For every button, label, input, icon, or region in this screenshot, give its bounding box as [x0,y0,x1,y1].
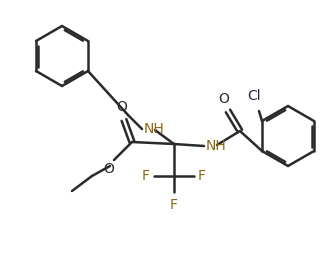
Text: O: O [104,162,114,176]
Text: NH: NH [206,139,227,153]
Text: F: F [170,198,178,212]
Text: Cl: Cl [247,89,261,103]
Text: O: O [116,100,127,114]
Text: NH: NH [144,122,165,136]
Text: F: F [198,169,206,183]
Text: O: O [218,92,230,106]
Text: F: F [142,169,150,183]
